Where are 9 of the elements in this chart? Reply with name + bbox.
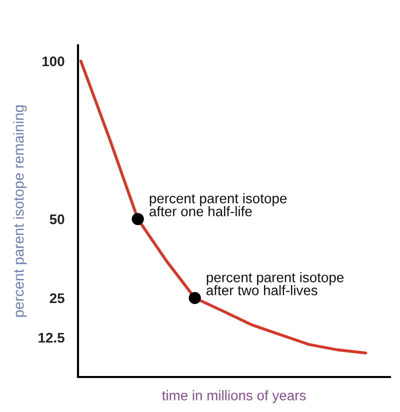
y-tick-label: 25 — [50, 293, 64, 304]
y-tick-label: 100 — [42, 56, 64, 66]
annotation: percent parent isotope after two half-lives — [206, 272, 344, 296]
annotation: percent parent isotope after one half-life — [150, 193, 287, 216]
y-axis-title: percent parent isotope remaining — [13, 105, 27, 317]
line-series — [79, 60, 368, 354]
y-tick-label: 50 — [50, 214, 64, 224]
x-axis-title: time in millions of years — [162, 390, 306, 404]
y-tick-label: 12.5 — [38, 332, 64, 343]
